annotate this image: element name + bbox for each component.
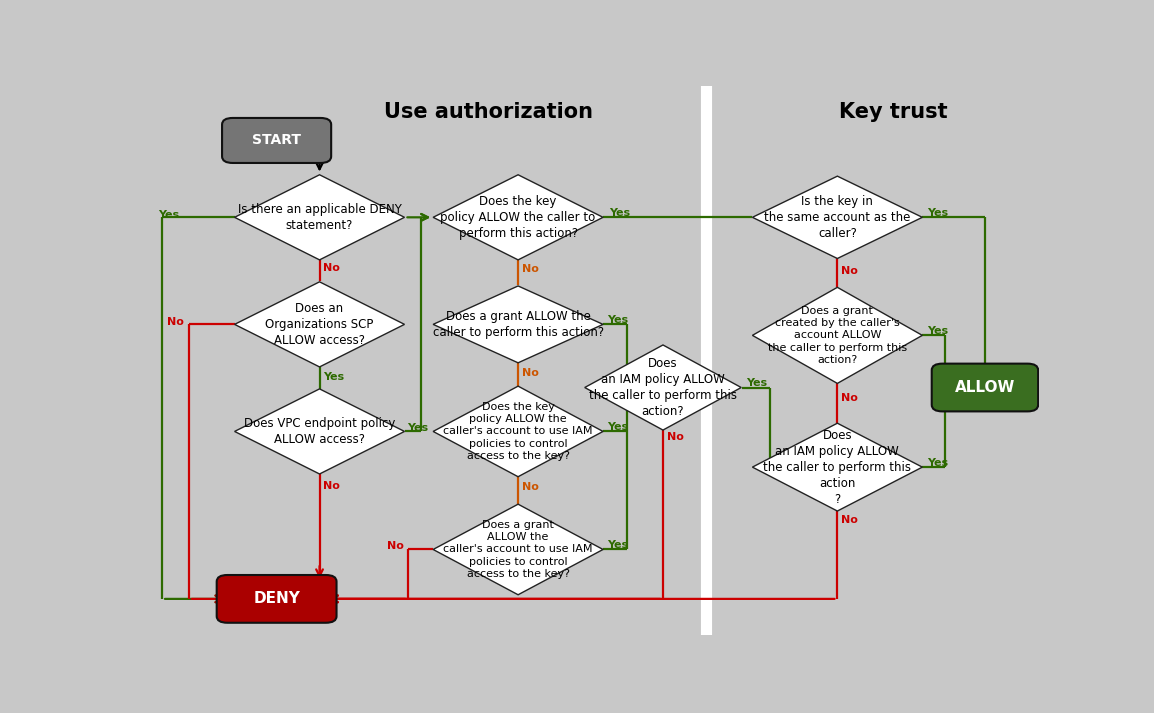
Text: Does a grant
ALLOW the
caller's account to use IAM
policies to control
access to: Does a grant ALLOW the caller's account …: [443, 520, 593, 579]
Text: Does
an IAM policy ALLOW
the caller to perform this
action?: Does an IAM policy ALLOW the caller to p…: [589, 357, 737, 418]
Text: Yes: Yes: [927, 326, 947, 336]
Text: DENY: DENY: [253, 591, 300, 606]
Text: No: No: [522, 368, 539, 378]
Text: Yes: Yes: [607, 315, 628, 325]
Polygon shape: [234, 175, 405, 260]
FancyBboxPatch shape: [222, 118, 331, 163]
Polygon shape: [433, 386, 604, 477]
Text: Yes: Yes: [158, 210, 180, 220]
Polygon shape: [752, 287, 922, 384]
Text: Yes: Yes: [927, 208, 947, 218]
Text: No: No: [841, 265, 857, 276]
Polygon shape: [752, 424, 922, 511]
Polygon shape: [234, 282, 405, 367]
Text: Does a grant ALLOW the
caller to perform this action?: Does a grant ALLOW the caller to perform…: [433, 310, 604, 339]
Text: Is there an applicable DENY
statement?: Is there an applicable DENY statement?: [238, 202, 402, 232]
Text: No: No: [323, 263, 340, 273]
Text: Is the key in
the same account as the
caller?: Is the key in the same account as the ca…: [764, 195, 911, 240]
Text: Yes: Yes: [607, 422, 628, 432]
Polygon shape: [433, 175, 604, 260]
Text: No: No: [667, 432, 683, 442]
Polygon shape: [433, 286, 604, 363]
Text: Does an
Organizations SCP
ALLOW access?: Does an Organizations SCP ALLOW access?: [265, 302, 374, 347]
Polygon shape: [752, 176, 922, 259]
Text: Does VPC endpoint policy
ALLOW access?: Does VPC endpoint policy ALLOW access?: [243, 417, 395, 446]
Text: No: No: [387, 540, 404, 550]
Polygon shape: [433, 504, 604, 595]
Text: ALLOW: ALLOW: [954, 380, 1016, 395]
Text: Yes: Yes: [747, 378, 767, 388]
Text: No: No: [841, 394, 857, 404]
Polygon shape: [234, 389, 405, 474]
Text: Yes: Yes: [927, 458, 947, 468]
Text: Yes: Yes: [609, 208, 630, 218]
Text: Key trust: Key trust: [839, 102, 949, 122]
FancyBboxPatch shape: [217, 575, 337, 622]
Text: Does a grant
created by the caller's
account ALLOW
the caller to perform this
ac: Does a grant created by the caller's acc…: [767, 306, 907, 365]
Text: Yes: Yes: [607, 540, 628, 550]
Text: No: No: [841, 515, 857, 525]
Text: Does the key
policy ALLOW the
caller's account to use IAM
policies to control
ac: Does the key policy ALLOW the caller's a…: [443, 401, 593, 461]
Text: No: No: [522, 265, 539, 275]
Text: Yes: Yes: [323, 371, 344, 381]
Text: Use authorization: Use authorization: [384, 102, 593, 122]
Text: No: No: [166, 317, 183, 327]
Text: No: No: [522, 483, 539, 493]
Text: START: START: [252, 133, 301, 148]
Text: Does
an IAM policy ALLOW
the caller to perform this
action
?: Does an IAM policy ALLOW the caller to p…: [764, 429, 912, 506]
FancyBboxPatch shape: [931, 364, 1039, 411]
Polygon shape: [585, 345, 741, 430]
Text: Yes: Yes: [407, 423, 428, 433]
Text: No: No: [323, 481, 340, 491]
Text: Does the key
policy ALLOW the caller to
perform this action?: Does the key policy ALLOW the caller to …: [441, 195, 595, 240]
